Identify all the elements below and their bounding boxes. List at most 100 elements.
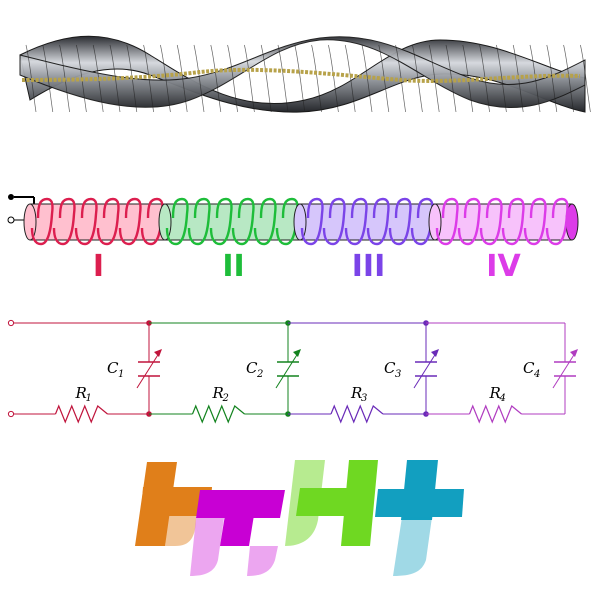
ribbon-stripe [160, 44, 171, 113]
coil-diagram: I II III IV [7, 194, 579, 284]
coil-section-label: I [93, 249, 104, 284]
circuit-terminal-top[interactable] [7, 319, 15, 327]
logo-letter-3 [285, 460, 378, 546]
coil-terminal-top[interactable] [8, 194, 14, 200]
capacitor-label: C [246, 359, 258, 377]
coil-winding [501, 197, 525, 246]
coil-winding [435, 197, 459, 246]
ribbon-stripe [260, 44, 272, 113]
ribbon-stripe [76, 44, 87, 113]
coil-winding [165, 197, 189, 246]
coil-section: II [158, 197, 303, 284]
capacitor-label-sub: 1 [118, 369, 124, 380]
twisted-ribbon [19, 35, 591, 113]
capacitor-arrowhead [154, 349, 162, 357]
coil-winding [300, 197, 324, 246]
capacitor-arrow [413, 349, 439, 389]
ribbon-stripe [59, 44, 70, 113]
coil-winding [74, 197, 98, 246]
logo-letter-2 [190, 490, 285, 576]
logo-letter-1-shadow [165, 516, 196, 546]
coil-section: III [293, 197, 438, 284]
coil-winding [118, 197, 142, 246]
capacitor-label: C [107, 359, 119, 377]
capacitor-arrowhead [570, 349, 578, 357]
logo-letter-4-bar [375, 489, 464, 517]
capacitor-arrowhead [431, 349, 439, 357]
capacitor-arrow [552, 349, 578, 389]
ribbon-stripe [496, 44, 507, 113]
resistor-label: R [350, 384, 362, 402]
logo-letter-4-tail [393, 517, 432, 576]
ribbon-wire [21, 67, 581, 83]
coil-winding [187, 197, 211, 246]
coil-winding [366, 197, 390, 246]
ribbon-stripe [227, 44, 238, 113]
ribbon-stripe [428, 44, 440, 113]
coil-winding [52, 197, 76, 246]
coil-cylinder-end [23, 203, 37, 241]
ribbon-stripe [244, 44, 255, 113]
ribbon-stripe [395, 44, 406, 113]
capacitor-label-sub: 2 [256, 369, 263, 380]
coil-winding [30, 197, 54, 246]
coil-cylinder-end [428, 203, 442, 241]
ribbon-stripe [580, 44, 591, 113]
resistor-label-sub: 1 [86, 393, 92, 404]
logo-letter-1-bar [141, 487, 212, 516]
capacitor-label: C [384, 359, 396, 377]
ribbon-stripe [109, 44, 121, 113]
ribbon-stripe [361, 44, 373, 113]
circuit-terminal-bottom[interactable] [7, 410, 15, 418]
resistor-label: R [212, 384, 224, 402]
ribbon-stripe [193, 44, 205, 113]
capacitor-label: C [523, 359, 535, 377]
ribbon-stripe [546, 44, 558, 113]
resistor-label-sub: 2 [222, 393, 229, 404]
coil-winding [479, 197, 503, 246]
logo-letter-2-bar [196, 490, 285, 518]
logo [135, 460, 464, 576]
coil-section-label: III [352, 249, 386, 284]
resistor-label-sub: 3 [361, 393, 367, 404]
ribbon-stripe [92, 44, 104, 113]
coil-section-label: IV [486, 249, 521, 284]
coil-cylinder-end [158, 203, 172, 241]
resistor-3 [330, 404, 384, 424]
coil-winding [322, 197, 346, 246]
coil-terminal-bottom[interactable] [7, 216, 15, 224]
ribbon-stripe [126, 44, 138, 113]
coil-winding [344, 197, 368, 246]
logo-letter-2-stem [220, 515, 254, 546]
coil-winding [457, 197, 481, 246]
resistor-1 [54, 404, 108, 424]
coil-winding [209, 197, 233, 246]
ribbon-stripe [462, 44, 474, 113]
capacitor-arrowhead [293, 349, 301, 357]
coil-section-label: II [222, 249, 244, 284]
resistor-2 [191, 404, 245, 424]
ribbon-stripe [479, 44, 490, 113]
resistor-label: R [75, 384, 87, 402]
coil-section: I [23, 197, 168, 284]
coil-cylinder-end [293, 203, 307, 241]
resistor-label-sub: 4 [499, 393, 506, 404]
coil-sections: I II III IV [23, 197, 579, 284]
coil-winding [96, 197, 120, 246]
ribbon-stripe [412, 44, 423, 113]
ribbon-stripe [378, 44, 390, 113]
ribbon-stripe [445, 44, 457, 113]
ribbon-stripe [512, 44, 524, 113]
capacitor-arrow [136, 349, 162, 389]
logo-letter-3-right-stem [341, 460, 378, 546]
capacitor-label-sub: 4 [533, 369, 540, 380]
ribbon-stripes [25, 44, 591, 113]
logo-letter-4 [375, 460, 464, 576]
resistor-4 [468, 404, 522, 424]
resistor-label: R [489, 384, 501, 402]
ribbon-stripe [42, 44, 54, 113]
ribbon-stripe [25, 44, 37, 113]
coil-winding [231, 197, 255, 246]
